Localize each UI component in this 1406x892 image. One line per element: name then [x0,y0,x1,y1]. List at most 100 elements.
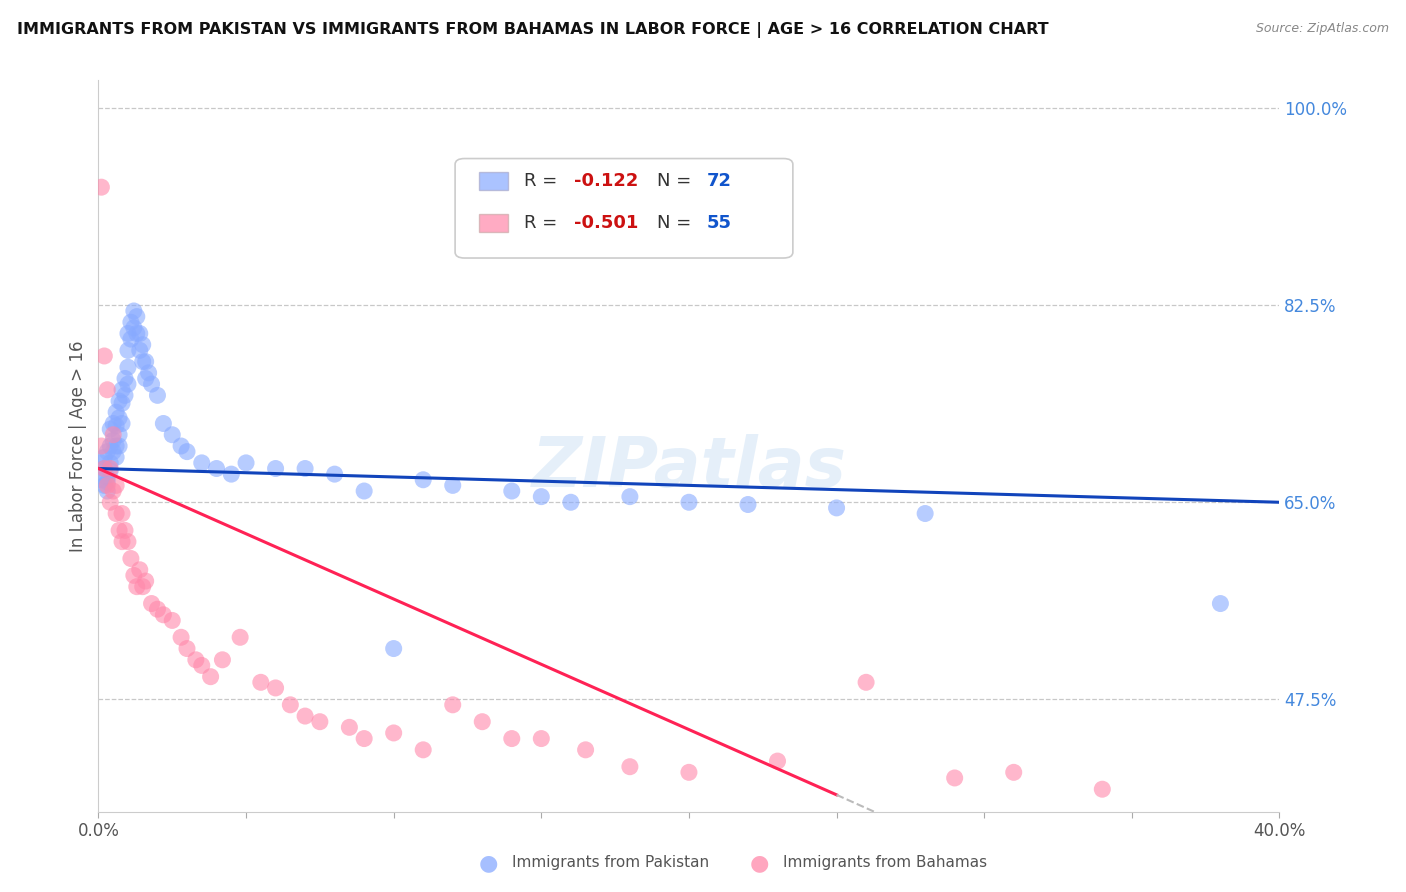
Point [103,483,125,498]
Point [96,475,118,489]
Point [170,630,193,644]
FancyBboxPatch shape [478,172,508,190]
Point [132,354,155,368]
Point [135,371,157,385]
Point [294,709,316,723]
Point [1002,765,1025,780]
Point [120,315,142,329]
Point [111,383,134,397]
Text: -0.501: -0.501 [575,214,638,232]
Point [501,731,523,746]
Point [914,507,936,521]
Point [135,574,157,588]
Point [530,490,553,504]
Point [117,326,139,341]
Point [122,568,145,582]
Point [471,714,494,729]
Point [737,498,759,512]
Point [114,371,136,385]
Point [250,675,273,690]
Point [191,658,214,673]
Point [162,614,183,628]
Point [619,490,641,504]
Text: N =: N = [657,214,697,232]
Point [98,495,121,509]
Point [108,394,131,409]
Point [152,417,174,431]
Point [441,478,464,492]
Point [117,377,139,392]
Point [117,343,139,358]
Point [382,726,405,740]
Point [105,450,128,465]
Text: 55: 55 [707,214,731,232]
Point [353,483,375,498]
Text: Immigrants from Pakistan: Immigrants from Pakistan [512,855,709,871]
Text: N =: N = [657,172,697,190]
Point [90,473,112,487]
Point [128,563,150,577]
Point [105,478,128,492]
Point [280,698,302,712]
Point [264,681,287,695]
Point [766,754,789,768]
Point [93,461,115,475]
Point [98,456,121,470]
Point [235,456,257,470]
Point [382,641,405,656]
FancyBboxPatch shape [478,214,508,232]
Point [152,607,174,622]
Point [825,500,848,515]
Text: ●: ● [478,853,498,873]
Point [191,456,214,470]
Point [294,461,316,475]
Point [184,653,207,667]
Point [146,388,169,402]
Point [943,771,966,785]
Point [146,602,169,616]
Point [111,417,134,431]
Point [111,534,134,549]
Point [103,434,125,448]
Text: ●: ● [751,853,769,873]
Text: -0.122: -0.122 [575,172,638,190]
Point [125,580,148,594]
Text: R =: R = [523,172,562,190]
Point [108,524,131,538]
Point [108,410,131,425]
Point [98,464,121,478]
Point [114,388,136,402]
Point [135,354,157,368]
Point [264,461,287,475]
Point [162,427,183,442]
Point [90,456,112,470]
Point [128,326,150,341]
Text: 72: 72 [707,172,731,190]
Point [211,653,233,667]
Point [105,418,128,433]
Point [98,422,121,436]
Point [205,461,228,475]
Point [98,461,121,475]
Point [619,760,641,774]
Point [90,439,112,453]
Text: R =: R = [523,214,562,232]
Point [96,383,118,397]
Point [176,444,198,458]
Point [678,765,700,780]
Point [309,714,332,729]
Point [114,524,136,538]
Point [200,670,222,684]
Point [1209,597,1232,611]
Point [93,450,115,465]
Point [103,427,125,442]
Y-axis label: In Labor Force | Age > 16: In Labor Force | Age > 16 [69,340,87,552]
Point [93,478,115,492]
Point [122,304,145,318]
Point [229,630,252,644]
Point [122,321,145,335]
Point [96,470,118,484]
Point [138,366,160,380]
Point [93,461,115,475]
Text: Immigrants from Bahamas: Immigrants from Bahamas [783,855,987,871]
